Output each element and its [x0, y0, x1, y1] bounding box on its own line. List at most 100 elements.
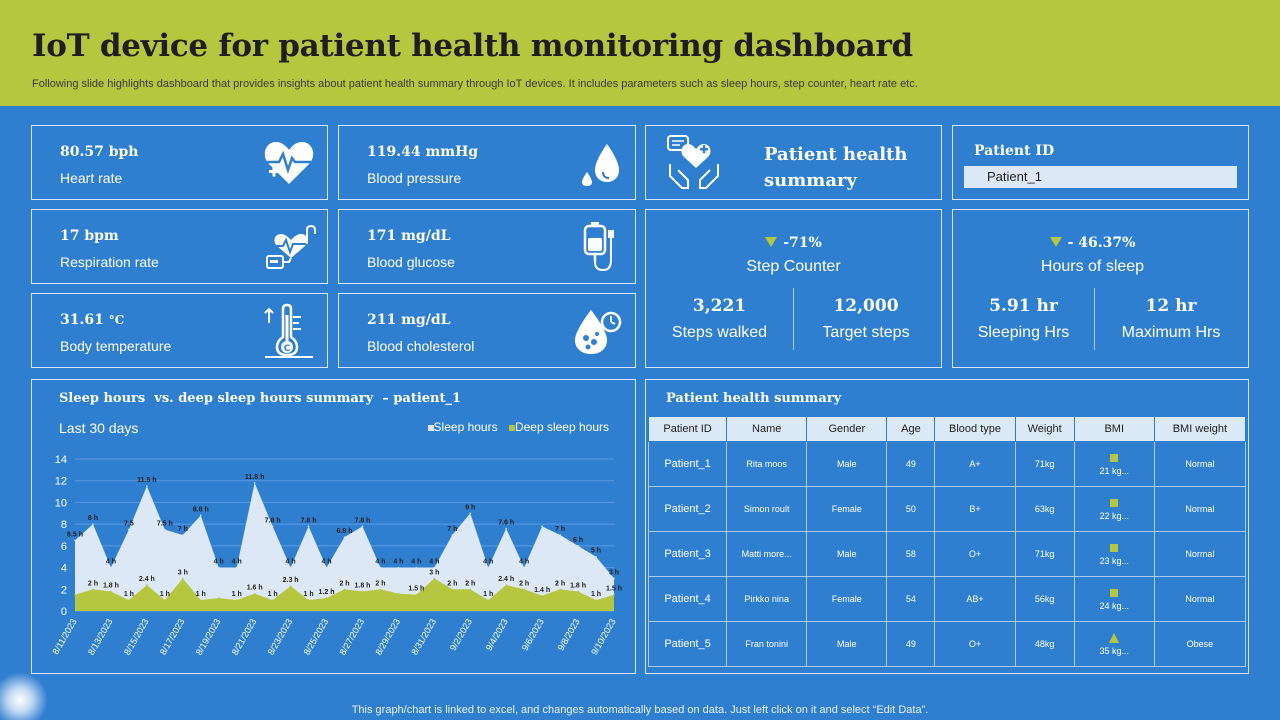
blood-pressure-card[interactable]: 119.44 mmHg Blood pressure	[338, 125, 636, 200]
data-label: 2 h	[465, 580, 475, 587]
table-row[interactable]: Patient_4 Pirkko nina Female 54 AB+ 56kg 24 kg…	[647, 576, 1247, 622]
y-tick-label: 12	[55, 476, 67, 488]
data-label: 7 h	[555, 526, 565, 533]
data-label: 4 h	[321, 559, 331, 566]
x-tick-label: 8/23/2023	[266, 617, 295, 657]
x-tick-label: 9/8/2023	[556, 617, 582, 652]
data-label: 1.8 h	[354, 582, 370, 589]
data-label: 1.5 h	[606, 586, 622, 593]
cell-bmi-weight: Normal	[1153, 486, 1247, 532]
patient-id-select[interactable]: Patient_1	[964, 166, 1237, 188]
respiration-rate-card[interactable]: 17 bpm Respiration rate	[31, 209, 328, 284]
table-row[interactable]: Patient_5 Fran tonini Male 49 O+ 48kg 35 kg...…	[647, 621, 1247, 667]
respiration-rate-label: Respiration rate	[60, 254, 159, 270]
body-temperature-card[interactable]: 31.61 °C Body temperature C	[31, 293, 328, 368]
maximum-hrs-label: Maximum Hrs	[1121, 324, 1221, 341]
deep-sleep-point	[469, 588, 472, 591]
cell-bmi: 35 kg...	[1073, 621, 1155, 667]
sleep-point	[182, 534, 184, 536]
table-title: Patient health summary	[666, 391, 842, 406]
table-row[interactable]: Patient_3 Matti more... Male 58 O+ 71kg 23 kg.…	[647, 531, 1247, 577]
sleep-point	[433, 566, 436, 569]
iv-bag-icon	[583, 222, 614, 272]
cell-bmi-weight: Normal	[1153, 441, 1247, 487]
cell-id: Patient_4	[647, 576, 728, 622]
cell-blood: A+	[934, 441, 1016, 487]
data-label: 1 h	[160, 591, 170, 598]
sleep-point	[128, 528, 130, 531]
blood-cholesterol-card[interactable]: 211 mg/dL Blood cholesterol	[338, 293, 636, 368]
sleep-point	[595, 555, 597, 558]
corner-glow	[0, 672, 48, 720]
x-tick-label: 8/17/2023	[158, 617, 187, 657]
triangle-up-icon	[1109, 632, 1120, 643]
deep-sleep-point	[523, 588, 525, 591]
data-label: 7 h	[447, 526, 457, 533]
sleep-point	[451, 534, 454, 536]
col-header-name: Name	[726, 416, 808, 442]
blood-cholesterol-label: Blood cholesterol	[367, 338, 475, 354]
sleep-point	[523, 566, 525, 569]
cell-name: Rita moos	[726, 441, 808, 487]
deep-sleep-point	[110, 590, 112, 593]
maximum-hrs-value: 12 hr	[1145, 296, 1197, 316]
deep-sleep-point	[164, 599, 166, 601]
data-label: 2 h	[519, 580, 529, 587]
data-label: 7.8 h	[265, 517, 281, 524]
square-marker-icon	[1110, 453, 1119, 462]
data-label: 2 h	[555, 580, 565, 587]
table-row[interactable]: Patient_1 Rita moos Male 49 A+ 71kg 21 kg... No…	[647, 441, 1247, 487]
cell-weight: 71kg	[1014, 531, 1075, 577]
data-label: 2 h	[375, 580, 385, 587]
deep-sleep-point	[271, 599, 274, 601]
heart-rate-label: Heart rate	[60, 170, 123, 186]
data-label: 8 h	[88, 515, 98, 522]
x-tick-label: 8/29/2023	[373, 617, 402, 657]
data-label: 3 h	[178, 569, 188, 576]
blood-cholesterol-value: 211 mg/dL	[367, 312, 451, 328]
heart-rate-card[interactable]: 80.57 bph Heart rate	[31, 125, 328, 200]
summary-title-line2: summary	[764, 170, 857, 191]
cell-name: Pirkko nina	[726, 576, 808, 622]
cell-blood: O+	[934, 531, 1016, 577]
col-header-gender: Gender	[806, 416, 888, 442]
data-label: 6 h	[573, 537, 583, 544]
data-label: 7.8 h	[301, 517, 317, 524]
data-label: 1.8 h	[570, 582, 586, 589]
deep-sleep-point	[146, 584, 148, 586]
bmi-value: 23 kg...	[1099, 555, 1129, 566]
data-label: 7.6 h	[498, 519, 514, 526]
blood-glucose-card[interactable]: 171 mg/dL Blood glucose	[338, 209, 636, 284]
x-tick-label: 8/15/2023	[122, 617, 151, 657]
sleep-point	[271, 525, 274, 528]
cell-blood: AB+	[934, 576, 1016, 622]
x-tick-label: 9/6/2023	[520, 617, 546, 652]
deep-sleep-point	[289, 585, 292, 587]
cell-blood: B+	[934, 486, 1016, 532]
sleep-point	[397, 566, 400, 569]
body-temperature-unit: °C	[108, 313, 125, 327]
patient-id-card: Patient ID Patient_1	[952, 125, 1249, 200]
bmi-value: 35 kg...	[1099, 645, 1129, 656]
deep-sleep-point	[361, 590, 364, 593]
table-row[interactable]: Patient_2 Simon roult Female 50 B+ 63kg 22 kg.…	[647, 486, 1247, 532]
cell-id: Patient_5	[647, 621, 728, 667]
deep-sleep-point	[505, 584, 508, 586]
data-label: 4 h	[286, 559, 296, 566]
x-tick-label: 9/4/2023	[484, 617, 510, 652]
patient-table: Patient ID Name Gender Age Blood type We…	[647, 416, 1247, 667]
sleep-point	[235, 566, 238, 569]
data-label: 2.4 h	[139, 576, 155, 583]
hours-of-sleep-title: Hours of sleep	[1040, 258, 1145, 275]
cell-age: 49	[886, 441, 936, 487]
legend-swatch-deep-sleep	[508, 425, 515, 431]
sleep-area-chart[interactable]: 0 2 4 6 8 10 12 14 6.5 h 8 h 4 h 7.5 11.5 h 7.5 h 7 h 8…	[32, 448, 635, 673]
patient-table-card: Patient health summary	[645, 379, 1249, 674]
sleep-point	[325, 566, 328, 569]
data-label: 7.8 h	[354, 517, 370, 524]
data-label: 1 h	[268, 591, 278, 598]
y-tick-label: 6	[61, 541, 67, 553]
data-label: 2.3 h	[283, 577, 299, 584]
data-label: 4 h	[393, 559, 403, 566]
deep-sleep-point	[613, 593, 615, 596]
